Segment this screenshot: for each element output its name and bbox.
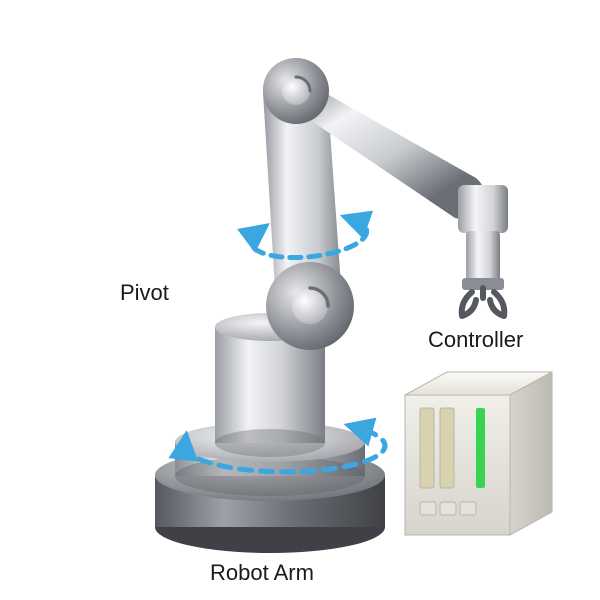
- elbow-joint: [266, 262, 354, 350]
- controller-button: [420, 502, 436, 515]
- label-pivot: Pivot: [120, 280, 169, 305]
- label-controller: Controller: [428, 327, 523, 352]
- gripper-icon: [462, 288, 505, 316]
- controller-button: [440, 502, 456, 515]
- controller-unit: [405, 372, 552, 535]
- label-robot-arm: Robot Arm: [210, 560, 314, 585]
- controller-slot: [440, 408, 454, 488]
- controller-button: [460, 502, 476, 515]
- robot-arm-diagram: Pivot Controller Robot Arm: [0, 0, 600, 600]
- wrist: [458, 185, 508, 290]
- shoulder-joint: [263, 58, 329, 124]
- controller-led-icon: [476, 408, 485, 488]
- controller-slot: [420, 408, 434, 488]
